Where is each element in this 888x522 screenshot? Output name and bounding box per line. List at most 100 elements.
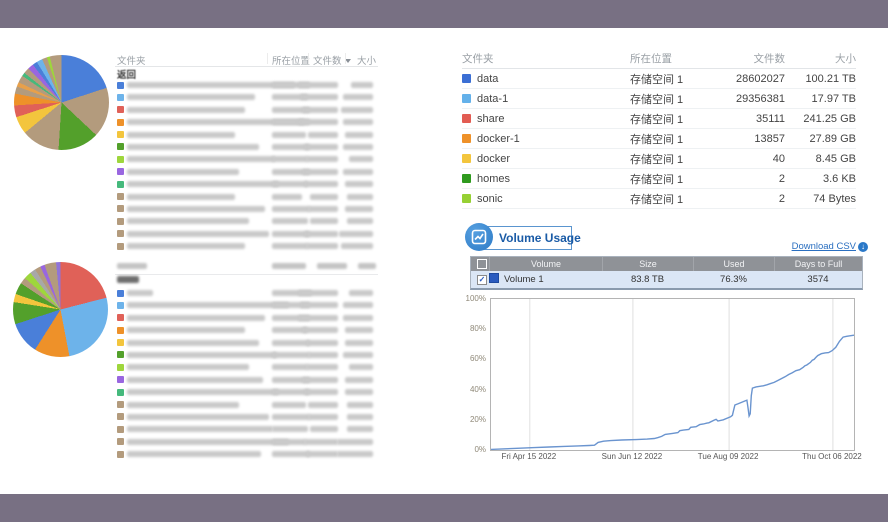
- select-all-checkbox[interactable]: [471, 257, 489, 271]
- folder-row[interactable]: data 存储空间 1 28602027 100.21 TB: [462, 69, 856, 89]
- pie-chart-bottom: [13, 262, 108, 357]
- folder-row[interactable]: share 存储空间 1 35111 241.25 GB: [462, 109, 856, 129]
- blurred-name: [127, 290, 153, 296]
- folder-row-blurred[interactable]: [115, 91, 378, 103]
- folder-name: homes: [462, 173, 612, 185]
- folder-row[interactable]: sonic 存储空间 1 2 74 Bytes: [462, 189, 856, 209]
- col-header-used[interactable]: Used: [693, 257, 774, 271]
- folder-row-blurred[interactable]: [115, 203, 378, 215]
- folder-row-blurred[interactable]: [115, 423, 378, 435]
- folder-row-blurred[interactable]: [115, 191, 378, 203]
- col-header-vsize[interactable]: Size: [602, 257, 693, 271]
- blurred-size: [349, 364, 373, 371]
- folder-row-blurred[interactable]: [115, 349, 378, 361]
- folder-row-blurred[interactable]: [115, 141, 378, 153]
- blurred-filecount: [302, 106, 338, 113]
- blurred-filecount: [308, 351, 338, 358]
- blurred-location: [272, 243, 308, 250]
- blurred-filecount: [298, 314, 338, 321]
- blurred-filecount: [306, 156, 338, 163]
- col-header-location[interactable]: 所在位置: [630, 52, 672, 65]
- folder-name: docker-1: [462, 133, 612, 145]
- col-header-size[interactable]: 大小: [835, 52, 856, 65]
- blurred-header-bar: [272, 263, 306, 269]
- folder-row[interactable]: data-1 存储空间 1 29356381 17.97 TB: [462, 89, 856, 109]
- blurred-name: [127, 156, 275, 163]
- folder-row-blurred[interactable]: [115, 361, 378, 373]
- col-header-size[interactable]: 大小: [356, 56, 376, 67]
- blurred-name: [127, 168, 239, 175]
- blurred-table-bottom-header: [115, 260, 378, 275]
- back-link[interactable]: 返回: [117, 70, 137, 81]
- blurred-location: [272, 426, 308, 433]
- folder-row-blurred[interactable]: [115, 287, 378, 299]
- folder-name: data-1: [462, 93, 612, 105]
- col-header-volume[interactable]: Volume: [489, 257, 602, 271]
- download-csv-link[interactable]: Download CSV: [791, 241, 856, 252]
- blurred-name: [127, 351, 277, 358]
- col-header-days-to-full[interactable]: Days to Full: [774, 257, 862, 271]
- folder-row-blurred[interactable]: [115, 374, 378, 386]
- folder-row-blurred[interactable]: [115, 178, 378, 190]
- folder-location: 存储空间 1: [630, 93, 684, 106]
- blurred-size: [345, 131, 373, 138]
- blurred-location: [272, 143, 310, 150]
- folder-row-blurred[interactable]: [115, 399, 378, 411]
- folder-row-blurred[interactable]: [115, 129, 378, 141]
- folder-location: 存储空间 1: [630, 113, 684, 126]
- folder-color-swatch: [117, 438, 124, 446]
- folder-row-blurred[interactable]: [115, 79, 378, 91]
- blurred-size: [343, 168, 373, 175]
- volume-table-header: Volume Size Used Days to Full: [471, 257, 862, 271]
- blurred-name: [127, 376, 263, 383]
- blurred-filecount: [310, 193, 338, 200]
- back-link-blurred[interactable]: [117, 276, 139, 283]
- blurred-location: [272, 119, 310, 126]
- folder-size: 17.97 TB: [811, 92, 856, 105]
- y-axis-tick-label: 0%: [474, 445, 486, 454]
- volume-row[interactable]: ✓ Volume 1 83.8 TB 76.3% 3574: [471, 271, 862, 288]
- volume-legend-swatch: [489, 273, 499, 283]
- blurred-filecount: [304, 389, 338, 396]
- blurred-size: [337, 451, 373, 458]
- folder-row-blurred[interactable]: [115, 411, 378, 423]
- blurred-size: [343, 94, 373, 101]
- folder-row-blurred[interactable]: [115, 116, 378, 128]
- col-header-filecount[interactable]: 文件数: [753, 52, 786, 65]
- blurred-size: [349, 156, 373, 163]
- blurred-folder-list-top: [115, 79, 378, 252]
- folder-color-swatch: [117, 131, 124, 139]
- blurred-filecount: [304, 143, 338, 150]
- col-header-filecount[interactable]: 文件数: [313, 53, 351, 67]
- blurred-size: [345, 181, 373, 188]
- folder-row-blurred[interactable]: [115, 166, 378, 178]
- folder-row-blurred[interactable]: [115, 386, 378, 398]
- blurred-filecount: [302, 376, 338, 383]
- folder-row-blurred[interactable]: [115, 228, 378, 240]
- folder-row-blurred[interactable]: [115, 104, 378, 116]
- folder-row-blurred[interactable]: [115, 153, 378, 165]
- volume-checkbox[interactable]: ✓: [477, 275, 487, 285]
- folder-row-blurred[interactable]: [115, 299, 378, 311]
- blurred-size: [347, 401, 373, 408]
- folder-row-blurred[interactable]: [115, 324, 378, 336]
- folder-row[interactable]: docker 存储空间 1 40 8.45 GB: [462, 149, 856, 169]
- folder-row[interactable]: docker-1 存储空间 1 13857 27.89 GB: [462, 129, 856, 149]
- folder-row-blurred[interactable]: [115, 337, 378, 349]
- blurred-location: [272, 401, 306, 408]
- blurred-name: [127, 451, 261, 458]
- folder-row-blurred[interactable]: [115, 436, 378, 448]
- folder-row-blurred[interactable]: [115, 240, 378, 252]
- top-window-bar: [0, 0, 888, 28]
- folder-row-blurred[interactable]: [115, 312, 378, 324]
- folder-row-blurred[interactable]: [115, 448, 378, 460]
- folder-row-blurred[interactable]: [115, 215, 378, 227]
- col-header-folder[interactable]: 文件夹: [117, 56, 146, 67]
- blurred-name: [127, 327, 245, 334]
- blurred-filecount: [306, 451, 338, 458]
- folder-row[interactable]: homes 存储空间 1 2 3.6 KB: [462, 169, 856, 189]
- blurred-size: [337, 438, 373, 445]
- col-header-location[interactable]: 所在位置: [272, 56, 311, 67]
- col-header-folder[interactable]: 文件夹: [462, 52, 494, 65]
- download-icon[interactable]: ↓: [858, 242, 868, 252]
